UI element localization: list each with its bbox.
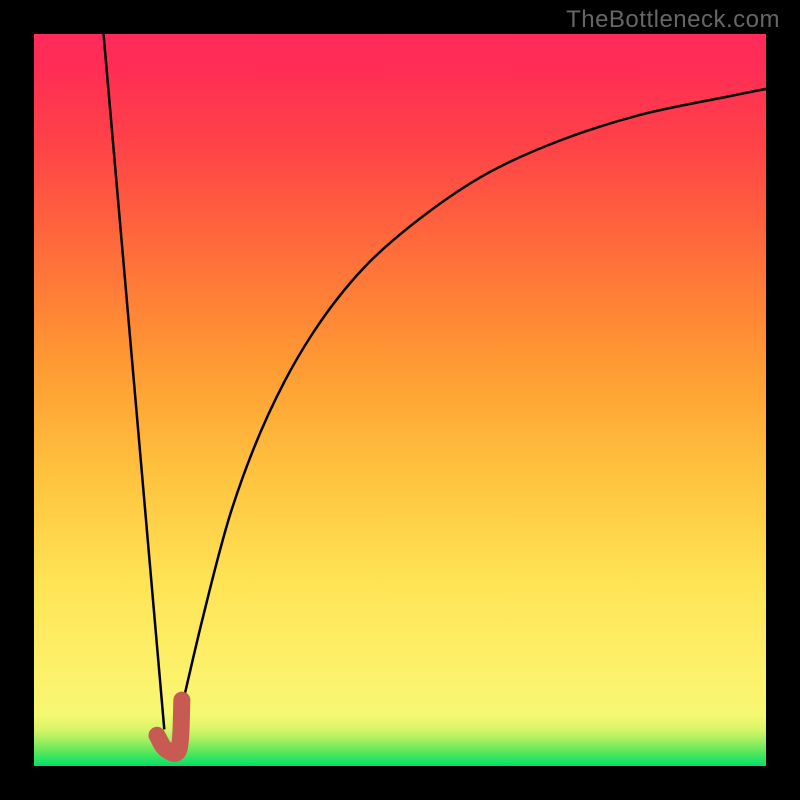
watermark-text: TheBottleneck.com <box>566 6 780 34</box>
gradient-plot-area <box>34 34 766 766</box>
bottleneck-chart <box>0 0 800 800</box>
chart-root: TheBottleneck.com <box>0 0 800 800</box>
